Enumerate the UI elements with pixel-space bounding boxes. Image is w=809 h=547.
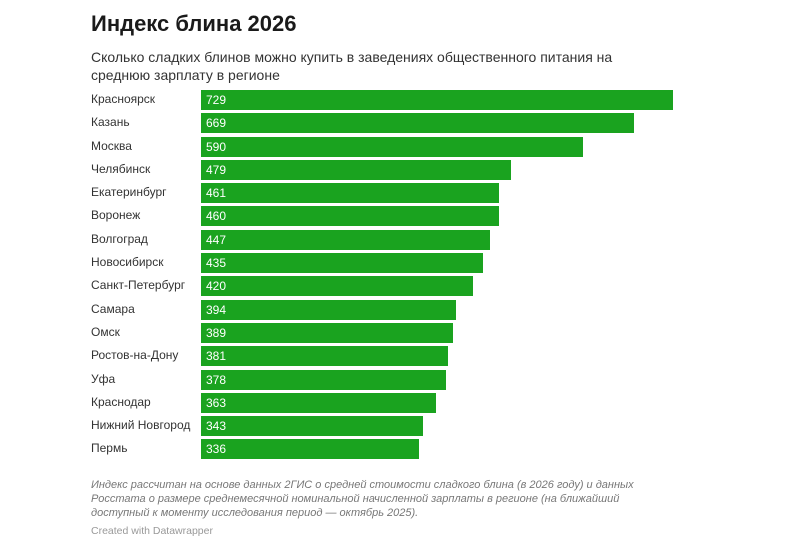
category-label: Краснодар [91,394,151,409]
category-label: Новосибирск [91,255,164,270]
bar-row: Новосибирск 435 [91,252,711,275]
bar-chart: Красноярск 729 Казань 669 Москва 590 Челябинск… [91,89,711,462]
category-label: Нижний Новгород [91,418,191,433]
bar: 363 [201,392,437,413]
bar: 460 [201,206,499,227]
category-label: Екатеринбург [91,185,167,200]
bar-row: Красноярск 729 [91,89,711,112]
bar-row: Екатеринбург 461 [91,182,711,205]
bar-row: Санкт-Петербург 420 [91,275,711,298]
bar-row: Волгоград 447 [91,229,711,252]
bar: 394 [201,299,457,320]
value-label: 420 [206,279,227,294]
bar: 336 [201,439,419,460]
chart-subtitle: Сколько сладких блинов можно купить в за… [91,49,613,83]
bar-row: Уфа 378 [91,369,711,392]
value-label: 461 [206,186,227,201]
bar: 447 [201,229,491,250]
category-label: Москва [91,138,132,153]
bar: 435 [201,253,483,274]
category-label: Пермь [91,441,128,456]
value-label: 389 [206,325,227,340]
value-label: 435 [206,256,227,271]
bar: 420 [201,276,473,297]
category-label: Уфа [91,371,116,386]
value-label: 479 [206,162,227,177]
value-label: 363 [206,395,227,410]
bar-row: Ростов-на-Дону 381 [91,345,711,368]
value-label: 460 [206,209,227,224]
bar-row: Нижний Новгород 343 [91,415,711,438]
value-label: 381 [206,349,227,364]
category-label: Волгоград [91,231,148,246]
value-label: 394 [206,302,227,317]
category-label: Красноярск [91,92,156,106]
value-label: 729 [206,93,227,107]
bar-row: Краснодар 363 [91,392,711,415]
chart-notes: Индекс рассчитан на основе данных 2ГИС о… [91,479,634,519]
value-label: 669 [206,116,227,131]
value-label: 447 [206,232,227,247]
header: Индекс блина 2026 Сколько сладких блинов… [91,10,711,84]
bar: 479 [201,159,512,180]
bar: 343 [201,416,424,437]
bar-row: Казань 669 [91,112,711,135]
value-label: 378 [206,372,227,387]
value-label: 590 [206,139,227,154]
category-label: Омск [91,324,120,339]
category-label: Казань [91,115,130,130]
value-label: 336 [206,442,227,457]
credit-link[interactable]: Created with Datawrapper [91,525,213,537]
bar: 378 [201,369,446,390]
chart-title: Индекс блина 2026 [91,11,297,36]
bar: 590 [201,136,583,157]
category-label: Самара [91,301,135,316]
bar-row: Самара 394 [91,299,711,322]
category-label: Челябинск [91,161,151,176]
bar-row: Челябинск 479 [91,159,711,182]
bar: 729 [201,90,673,110]
bar: 381 [201,346,448,367]
bar: 389 [201,322,453,343]
bar-row: Москва 590 [91,136,711,159]
bar: 461 [201,183,500,204]
bar: 669 [201,113,635,134]
bar-row: Омск 389 [91,322,711,345]
bar-row: Пермь 336 [91,438,711,461]
bar-row: Воронеж 460 [91,205,711,228]
category-label: Санкт-Петербург [91,278,186,293]
category-label: Ростов-на-Дону [91,348,179,363]
value-label: 343 [206,419,227,434]
category-label: Воронеж [91,208,141,223]
